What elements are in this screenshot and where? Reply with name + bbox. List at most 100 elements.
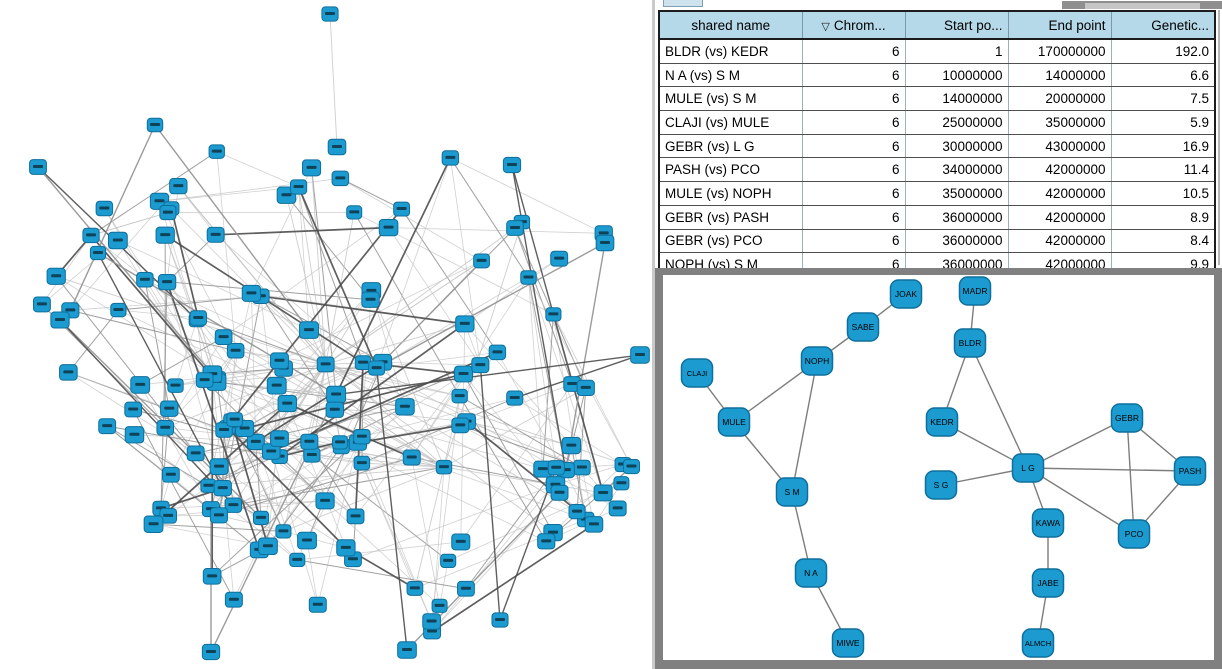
overview-network-node[interactable] [325, 401, 344, 418]
overview-network-node[interactable] [353, 428, 371, 445]
detail-network-edge[interactable] [1027, 467, 1135, 535]
overview-network-node[interactable] [454, 365, 473, 383]
overview-network-node[interactable] [608, 500, 627, 517]
overview-network-node[interactable] [613, 476, 630, 491]
column-header-chromosome[interactable]: ▽ Chrom... [801, 10, 906, 40]
detail-network-edge[interactable] [1126, 417, 1135, 535]
overview-network-node[interactable] [354, 355, 372, 371]
overview-network-node[interactable] [573, 459, 591, 476]
overview-network-node[interactable] [213, 480, 232, 497]
overview-network-node[interactable] [488, 344, 507, 361]
column-header-start-point[interactable]: Start po... [904, 10, 1009, 40]
overview-network-node[interactable] [331, 170, 350, 187]
overview-network-node[interactable] [299, 321, 319, 339]
column-header-end-point[interactable]: End point [1007, 10, 1112, 40]
table-row[interactable]: MULE (vs) S M 6 14000000 20000000 7.5 [658, 86, 1216, 112]
overview-network-node[interactable] [506, 390, 524, 406]
overview-network-node[interactable] [451, 388, 468, 404]
overview-network-node[interactable] [406, 580, 424, 596]
detail-network-edge[interactable] [791, 360, 818, 493]
overview-network-node[interactable] [186, 445, 205, 462]
overview-network-node[interactable] [143, 515, 164, 533]
detail-network-node[interactable]: MULE [717, 407, 751, 437]
overview-network-node[interactable] [169, 178, 188, 195]
overview-network-node[interactable] [327, 138, 347, 156]
tab-fragment[interactable] [663, 0, 703, 7]
overview-network-node[interactable] [208, 144, 225, 159]
overview-network-node[interactable] [378, 218, 399, 237]
detail-network-node[interactable]: SABE [846, 312, 880, 342]
overview-network-node[interactable] [209, 458, 229, 476]
overview-network-node[interactable] [275, 524, 292, 539]
detail-network-node[interactable]: S G [924, 470, 958, 500]
overview-network-node[interactable] [451, 533, 471, 551]
overview-network-node[interactable] [321, 6, 339, 22]
detail-network-node[interactable]: N A [794, 558, 828, 588]
overview-network-node[interactable] [160, 400, 179, 417]
overview-network-node[interactable] [50, 311, 70, 329]
table-row[interactable]: CLAJI (vs) MULE 6 25000000 35000000 5.9 [658, 110, 1216, 135]
detail-network-node[interactable]: KAWA [1031, 508, 1065, 538]
overview-network-node[interactable] [506, 220, 524, 236]
overview-network-node[interactable] [561, 436, 582, 455]
overview-network-node[interactable] [266, 376, 287, 395]
detail-network-node[interactable]: CLAJI [680, 358, 714, 388]
overview-network-node[interactable] [537, 533, 556, 550]
detail-network-edge[interactable] [969, 342, 1029, 469]
detail-network-node[interactable]: GEBR [1110, 403, 1144, 433]
overview-network-node[interactable] [361, 291, 380, 308]
table-scroll-track[interactable] [1218, 10, 1220, 265]
overview-network-node[interactable] [277, 394, 297, 413]
table-row[interactable]: GEBR (vs) PASH 6 36000000 42000000 8.9 [658, 205, 1216, 230]
overview-network-node[interactable] [402, 449, 421, 466]
detail-network-canvas[interactable]: JOAK MADR SABE BLDR NOPH CLAJI MULE KEDR GEBR L G… [655, 268, 1222, 669]
overview-network-node[interactable] [297, 531, 317, 550]
overview-network-node[interactable] [397, 641, 417, 659]
overview-network-node[interactable] [451, 417, 470, 434]
overview-network-node[interactable] [155, 226, 175, 244]
overview-network-node[interactable] [226, 412, 243, 427]
overview-network-node[interactable] [32, 296, 51, 313]
column-header-shared-name[interactable]: shared name [658, 10, 803, 40]
overview-network-node[interactable] [110, 302, 127, 318]
overview-network-node[interactable] [326, 385, 347, 404]
detail-network-node[interactable]: JOAK [889, 279, 923, 309]
overview-network-node[interactable] [346, 205, 363, 220]
overview-network-node[interactable] [289, 179, 308, 195]
detail-network-node[interactable]: KEDR [925, 407, 959, 437]
overview-network-node[interactable] [422, 613, 441, 630]
table-row[interactable]: BLDR (vs) KEDR 6 1 170000000 192.0 [658, 39, 1216, 64]
overview-network-node[interactable] [130, 376, 151, 394]
table-row[interactable]: PASH (vs) PCO 6 34000000 42000000 11.4 [658, 157, 1216, 183]
overview-network-node[interactable] [146, 117, 164, 133]
overview-network-node[interactable] [630, 346, 650, 364]
overview-network-node[interactable] [550, 250, 569, 267]
overview-network-node[interactable] [206, 226, 225, 243]
table-row[interactable]: GEBR (vs) PCO 6 36000000 42000000 8.4 [658, 229, 1216, 254]
table-row[interactable]: GEBR (vs) L G 6 30000000 43000000 16.9 [658, 134, 1216, 159]
horizontal-scrollbar[interactable] [1062, 1, 1222, 9]
overview-network-node[interactable] [395, 398, 415, 416]
overview-network-node[interactable] [520, 270, 537, 285]
overview-network-node[interactable] [167, 378, 184, 393]
detail-network-node[interactable]: PASH [1173, 456, 1207, 486]
overview-network-node[interactable] [226, 343, 245, 359]
overview-network-node[interactable] [59, 364, 78, 381]
overview-network-node[interactable] [201, 643, 221, 661]
overview-network-canvas[interactable] [0, 0, 652, 669]
overview-network-node[interactable] [595, 234, 615, 252]
detail-network-node[interactable]: PCO [1117, 519, 1151, 549]
overview-network-node[interactable] [270, 430, 289, 447]
overview-network-node[interactable] [82, 227, 100, 244]
overview-network-node[interactable] [300, 433, 319, 450]
overview-network-node[interactable] [568, 504, 586, 520]
detail-network-node[interactable]: JABE [1031, 568, 1065, 598]
overview-network-node[interactable] [346, 508, 365, 525]
overview-network-node[interactable] [550, 484, 569, 501]
detail-network-edge[interactable] [1027, 467, 1191, 472]
overview-network-node[interactable] [336, 539, 356, 557]
table-row[interactable]: MULE (vs) NOPH 6 35000000 42000000 10.5 [658, 181, 1216, 206]
overview-network-node[interactable] [162, 466, 180, 483]
overview-network-node[interactable] [46, 267, 66, 285]
overview-network-node[interactable] [622, 458, 641, 475]
